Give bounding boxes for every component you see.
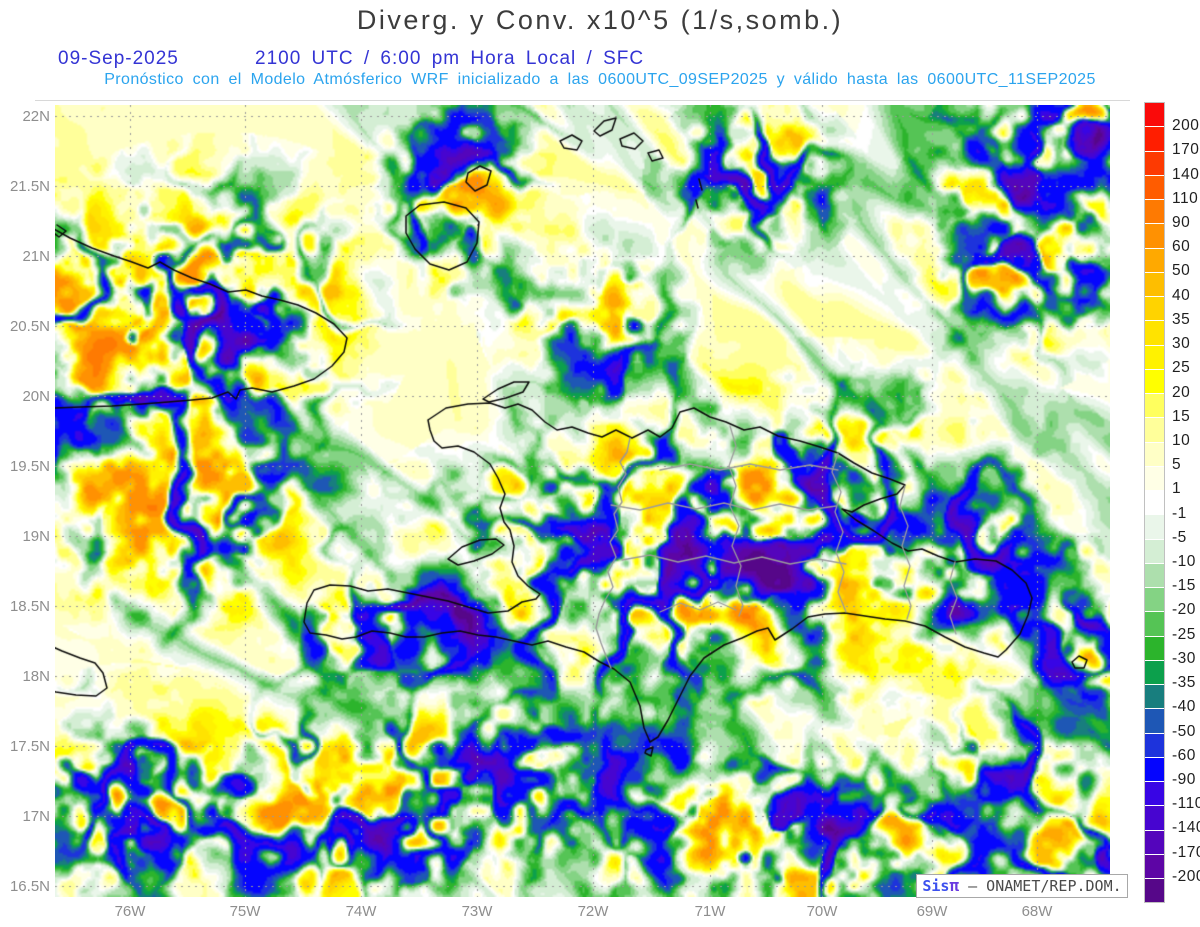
colorbar-tick-label: -15 [1172, 577, 1196, 595]
colorbar-tick-label: -35 [1172, 674, 1196, 692]
colorbar-tick-label: -170 [1172, 843, 1200, 861]
lat-tick-label: 20.5N [9, 318, 50, 335]
colorbar-segment [1145, 345, 1164, 370]
colorbar-tick-label: -10 [1172, 553, 1196, 571]
lon-tick-label: 75W [229, 903, 261, 920]
colorbar-segment [1145, 879, 1164, 903]
lat-tick-label: 19.5N [9, 458, 50, 475]
colorbar-segment [1145, 588, 1164, 613]
colorbar-segment [1145, 636, 1164, 661]
lon-tick-label: 76W [114, 903, 146, 920]
colorbar-tick-label: -5 [1172, 528, 1187, 546]
map-plot-area [55, 105, 1110, 897]
watermark-pi-icon: π [949, 876, 960, 895]
divergence-heatmap-canvas [55, 105, 1110, 897]
colorbar-segment [1145, 830, 1164, 855]
colorbar-tick-label: 35 [1172, 310, 1191, 328]
colorbar-tick-label: -20 [1172, 601, 1196, 619]
colorbar-segment [1145, 442, 1164, 467]
lon-tick-label: 74W [345, 903, 377, 920]
forecast-date: 09-Sep-2025 [58, 48, 179, 69]
colorbar-tick-label: -110 [1172, 795, 1200, 813]
lat-tick-label: 17.5N [9, 738, 50, 755]
colorbar-segment [1145, 297, 1164, 322]
colorbar-tick-label: 25 [1172, 359, 1191, 377]
colorbar-segment [1145, 612, 1164, 637]
colorbar-tick-label: 50 [1172, 262, 1191, 280]
colorbar-segment [1145, 515, 1164, 540]
lon-tick-label: 73W [461, 903, 493, 920]
plot-top-rule [35, 100, 1130, 101]
lat-tick-label: 17N [22, 808, 50, 825]
colorbar-tick-label: 60 [1172, 238, 1191, 256]
watermark-sis: Sis [922, 877, 950, 895]
forecast-time: 2100 UTC / 6:00 pm Hora Local / SFC [255, 48, 645, 69]
lon-tick-label: 68W [1021, 903, 1053, 920]
colorbar-legend [1144, 102, 1165, 903]
model-subtitle: Pronóstico con el Modelo Atmósferico WRF… [104, 71, 1096, 88]
colorbar-tick-label: 200 [1172, 117, 1200, 135]
lat-tick-label: 20N [22, 388, 50, 405]
colorbar-segment [1145, 491, 1164, 516]
colorbar-segment [1145, 151, 1164, 176]
colorbar-segment [1145, 782, 1164, 807]
colorbar-tick-label: 20 [1172, 383, 1191, 401]
watermark-onamet: – ONAMET/REP.DOM. [968, 877, 1122, 895]
colorbar-tick-label: -50 [1172, 722, 1196, 740]
colorbar-tick-label: -30 [1172, 649, 1196, 667]
colorbar-tick-label: -90 [1172, 770, 1196, 788]
colorbar-segment [1145, 175, 1164, 200]
colorbar-segment [1145, 321, 1164, 346]
colorbar-tick-label: 90 [1172, 214, 1191, 232]
colorbar-segment [1145, 248, 1164, 273]
colorbar-segment [1145, 539, 1164, 564]
colorbar-segment [1145, 757, 1164, 782]
colorbar-tick-label: 140 [1172, 165, 1200, 183]
lat-tick-label: 21N [22, 248, 50, 265]
colorbar-segment [1145, 272, 1164, 297]
lon-tick-label: 71W [694, 903, 726, 920]
lat-tick-label: 19N [22, 528, 50, 545]
colorbar-tick-label: 15 [1172, 407, 1191, 425]
colorbar-tick-label: 30 [1172, 335, 1191, 353]
colorbar-segment [1145, 563, 1164, 588]
lat-tick-label: 16.5N [9, 878, 50, 895]
colorbar-segment [1145, 394, 1164, 419]
colorbar-segment [1145, 733, 1164, 758]
colorbar-segment [1145, 854, 1164, 879]
colorbar-tick-label: -200 [1172, 867, 1200, 885]
lon-tick-label: 72W [577, 903, 609, 920]
colorbar-tick-label: -25 [1172, 625, 1196, 643]
colorbar-tick-label: -140 [1172, 819, 1200, 837]
lon-tick-label: 70W [806, 903, 838, 920]
colorbar-segment [1145, 466, 1164, 491]
colorbar-tick-label: 1 [1172, 480, 1182, 498]
colorbar-segment [1145, 127, 1164, 152]
colorbar-tick-label: 5 [1172, 456, 1182, 474]
lat-tick-label: 22N [22, 108, 50, 125]
colorbar-tick-label: 170 [1172, 141, 1200, 159]
lon-tick-label: 69W [916, 903, 948, 920]
colorbar-segment [1145, 660, 1164, 685]
colorbar-segment [1145, 200, 1164, 225]
colorbar-tick-label: -1 [1172, 504, 1187, 522]
colorbar-tick-label: -40 [1172, 698, 1196, 716]
colorbar-segment [1145, 369, 1164, 394]
colorbar-segment [1145, 709, 1164, 734]
colorbar-tick-label: 110 [1172, 189, 1199, 207]
page-title: Diverg. y Conv. x10^5 (1/s,somb.) [356, 5, 844, 35]
lat-tick-label: 21.5N [9, 178, 50, 195]
lat-tick-label: 18N [22, 668, 50, 685]
colorbar-segment [1145, 103, 1164, 128]
colorbar-segment [1145, 806, 1164, 831]
colorbar-segment [1145, 685, 1164, 710]
colorbar-tick-label: -60 [1172, 746, 1196, 764]
colorbar-tick-label: 40 [1172, 286, 1191, 304]
colorbar-segment [1145, 418, 1164, 443]
colorbar-segment [1145, 224, 1164, 249]
lat-tick-label: 18.5N [9, 598, 50, 615]
colorbar-tick-label: 10 [1172, 431, 1191, 449]
onamet-watermark: Sisπ – ONAMET/REP.DOM. [916, 874, 1128, 898]
